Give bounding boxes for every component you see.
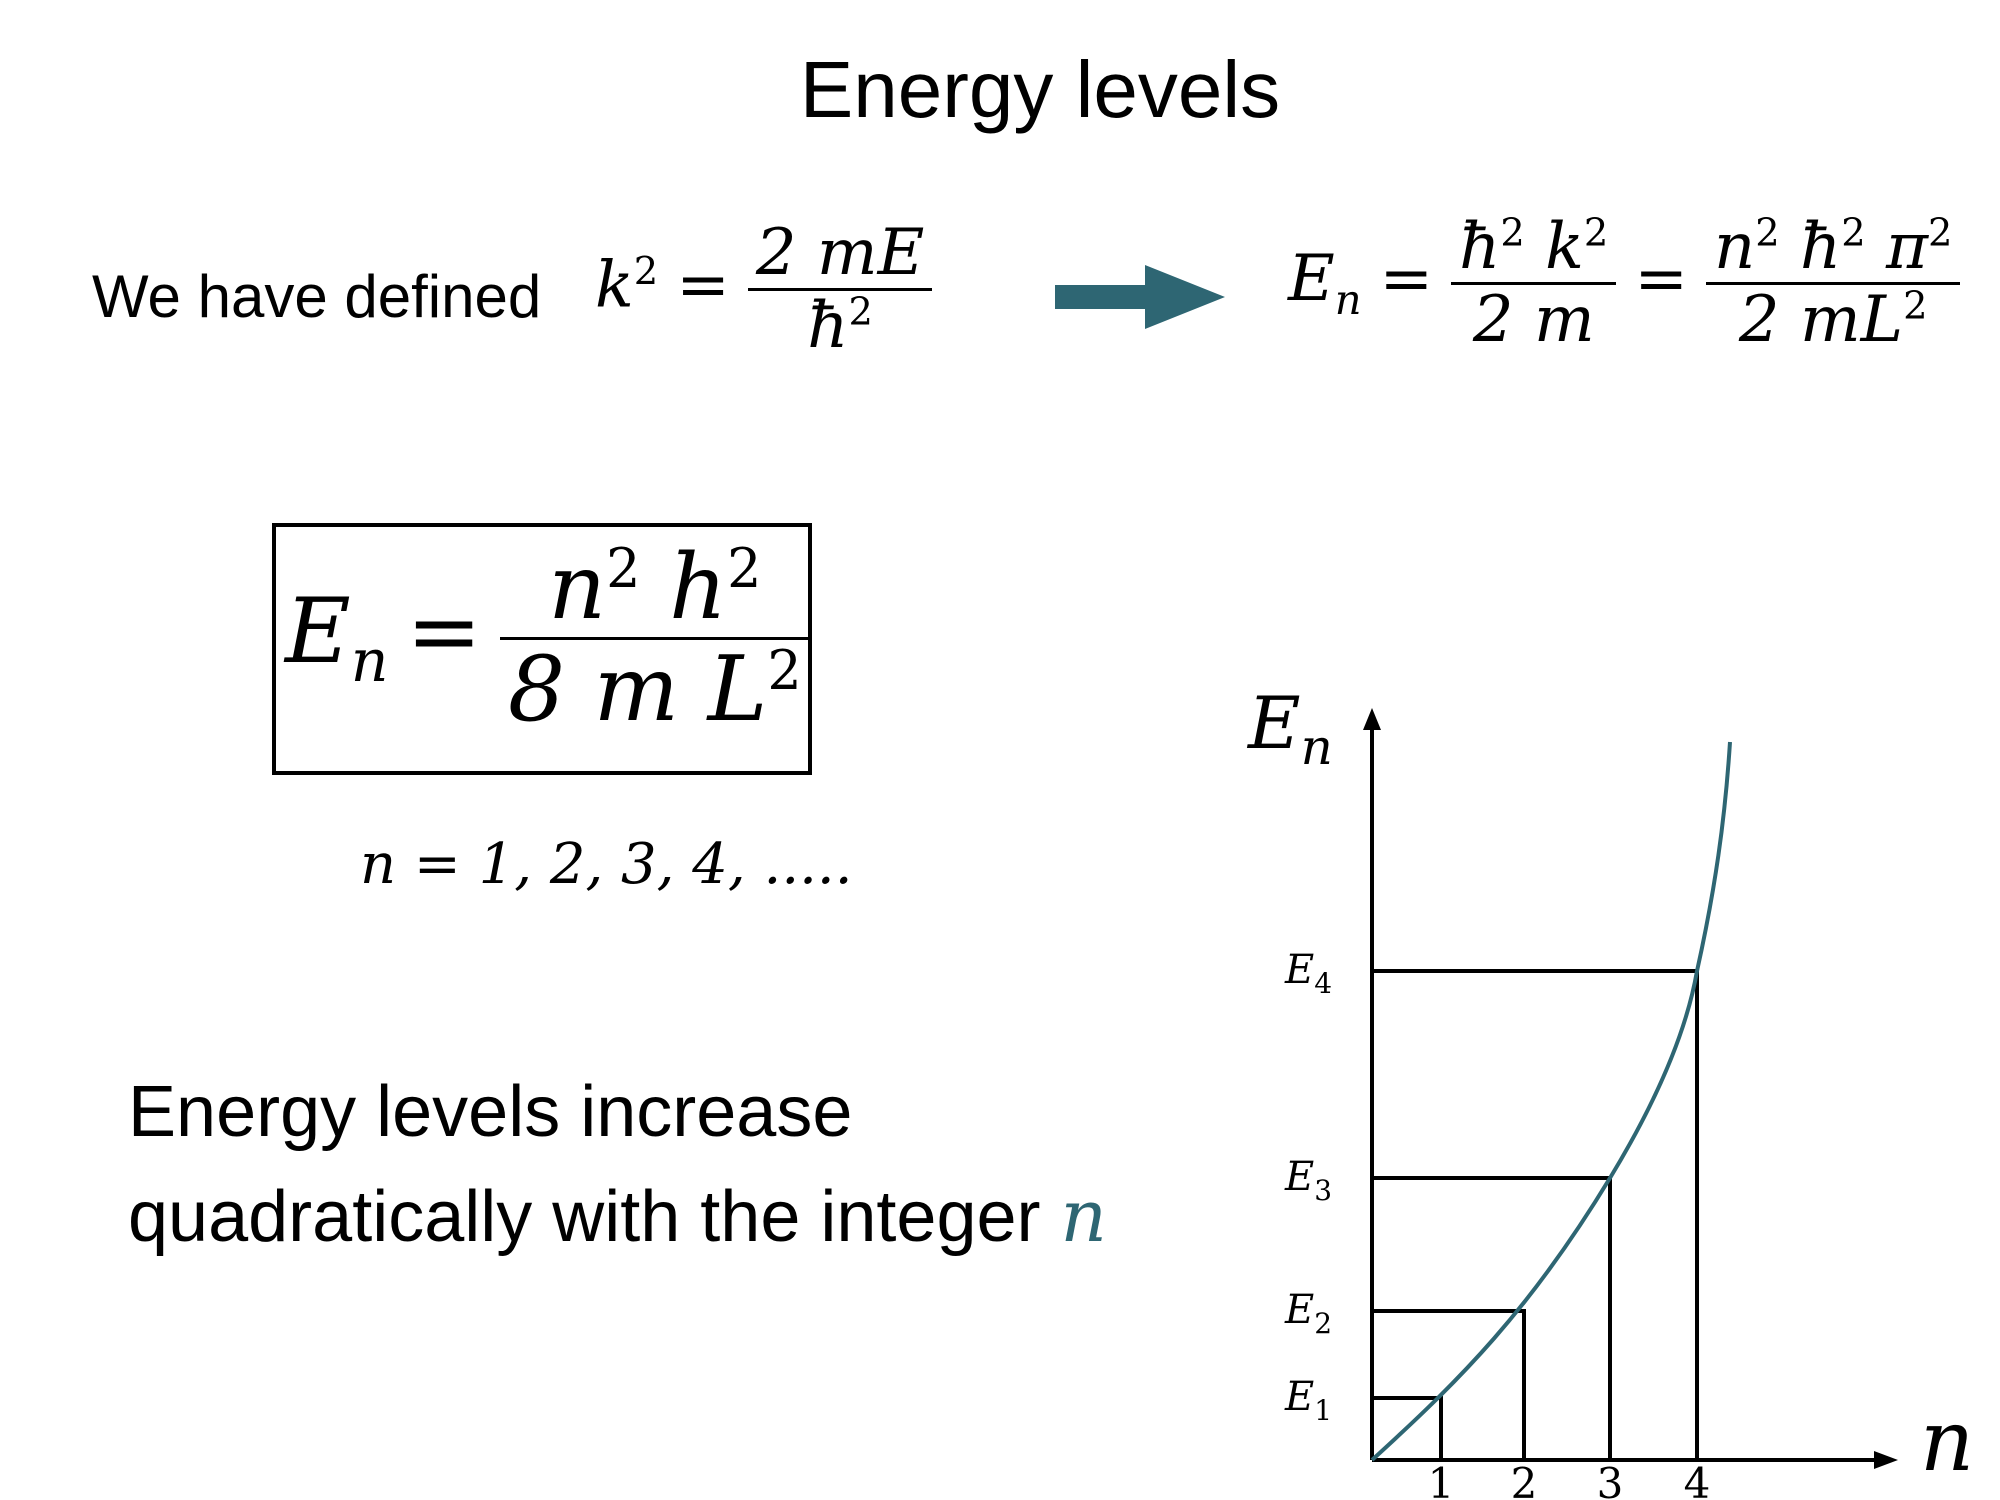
energy-fraction-2-numerator: n2 ħ2 π2 [1713,210,1953,284]
boxed-formula: En = n2 h2 8 m L2 [285,538,810,739]
energy-fraction-2-denominator: 2 mL2 [1738,283,1928,358]
y-axis-label: En [1246,681,1333,776]
energy-lhs: En [1288,242,1362,325]
level-label-4: E4 [1284,947,1332,1000]
n-tick-1: 1 [1428,1459,1455,1500]
level-line-4 [1372,969,1699,1460]
x-axis-arrow-icon [1874,1451,1898,1469]
x-axis-label: n [1920,1392,1974,1490]
level-line-3 [1372,1176,1612,1460]
caption-text: Energy levels increase quadratically wit… [128,1060,1107,1269]
definition-numerator: 2 mE [755,216,925,290]
caption-line-2: quadratically with the integer n [128,1174,1107,1258]
n-tick-4: 4 [1684,1459,1711,1500]
k-symbol: k [595,248,634,323]
energy-fraction-1-numerator: ħ2 k2 [1459,210,1609,284]
definition-denominator: ħ2 [807,289,873,364]
level-line-1 [1372,1396,1443,1460]
energy-fraction-1: ħ2 k2 2 m [1451,210,1617,358]
energy-level-lines [1372,969,1699,1460]
boxed-denominator: 8 m L2 [507,637,802,742]
boxed-numerator: n2 h2 [548,535,762,640]
boxed-fraction: n2 h2 8 m L2 [499,535,810,742]
definition-fraction: 2 mE ħ2 [747,216,933,364]
n-tick-2: 2 [1511,1459,1538,1500]
right-arrow-icon [1055,265,1225,329]
wavenumber-definition: k2 = 2 mE ħ2 [595,216,933,364]
energy-curve [1370,741,1732,1462]
level-line-2 [1372,1309,1526,1460]
energy-fraction-1-denominator: 2 m [1472,283,1595,358]
slide-title: Energy levels [799,45,1281,134]
caption-variable-n: n [1060,1174,1107,1258]
level-label-1: E1 [1284,1374,1332,1427]
intro-text: We have defined [92,263,542,330]
level-label-2: E2 [1284,1287,1332,1340]
boxed-lhs: En [285,578,389,695]
energy-fraction-2: n2 ħ2 π2 2 mL2 [1705,210,1961,358]
quantum-number-values: n = 1, 2, 3, 4, ..... [360,832,853,897]
energy-expression: En = ħ2 k2 2 m = n2 ħ2 π2 2 mL2 [1288,210,1961,358]
caption-line-1: Energy levels increase [128,1072,853,1152]
n-tick-3: 3 [1597,1459,1624,1500]
y-axis-arrow-icon [1363,708,1381,730]
k-exponent: 2 [633,249,659,295]
energy-level-graph: En n E1 E2 E3 E4 1 2 3 4 [1246,681,1974,1500]
level-label-3: E3 [1284,1154,1332,1207]
boxed-formula-frame [272,523,812,775]
